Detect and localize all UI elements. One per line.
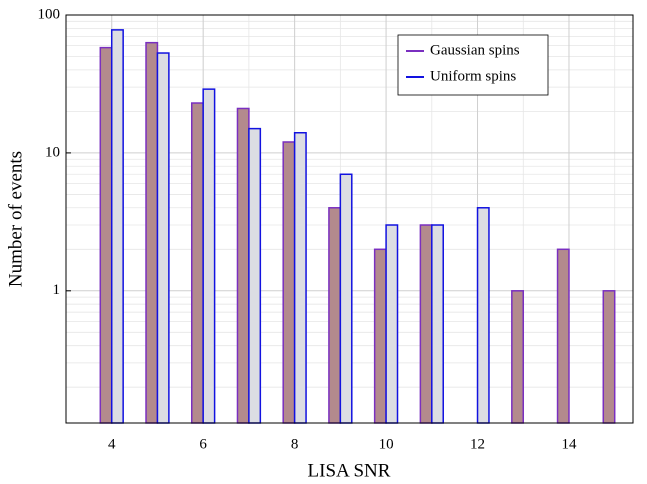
- bar: [602, 290, 616, 424]
- bar: [419, 224, 433, 424]
- bar: [293, 132, 307, 424]
- bar: [328, 207, 342, 424]
- x-axis-label: LISA SNR: [308, 460, 391, 481]
- legend-box: [397, 34, 549, 96]
- y-tick-label: 10: [45, 144, 60, 160]
- x-tick-label: 8: [291, 436, 299, 452]
- bar: [110, 29, 124, 424]
- bar: [236, 107, 250, 424]
- bar: [339, 173, 353, 424]
- bar: [476, 207, 490, 424]
- y-tick-label: 1: [53, 282, 61, 298]
- x-tick-label: 4: [108, 436, 116, 452]
- bar: [156, 52, 170, 424]
- bar: [202, 88, 216, 424]
- bar: [248, 127, 262, 424]
- x-tick-label: 14: [561, 436, 577, 452]
- x-tick-label: 12: [470, 436, 485, 452]
- bar: [385, 224, 399, 424]
- bar: [373, 248, 387, 424]
- bar: [282, 141, 296, 424]
- bar: [190, 102, 204, 424]
- bar: [145, 41, 159, 424]
- plot-frame: [65, 14, 634, 424]
- y-axis-label: Number of events: [5, 151, 26, 287]
- bar: [431, 224, 444, 424]
- bar: [99, 46, 113, 424]
- bar: [556, 248, 570, 424]
- x-tick-label: 10: [379, 436, 394, 452]
- bar: [511, 290, 525, 424]
- legend-label: Uniform spins: [430, 68, 516, 84]
- x-tick-label: 6: [199, 436, 207, 452]
- legend-label: Gaussian spins: [430, 42, 520, 58]
- y-tick-label: 100: [38, 6, 61, 22]
